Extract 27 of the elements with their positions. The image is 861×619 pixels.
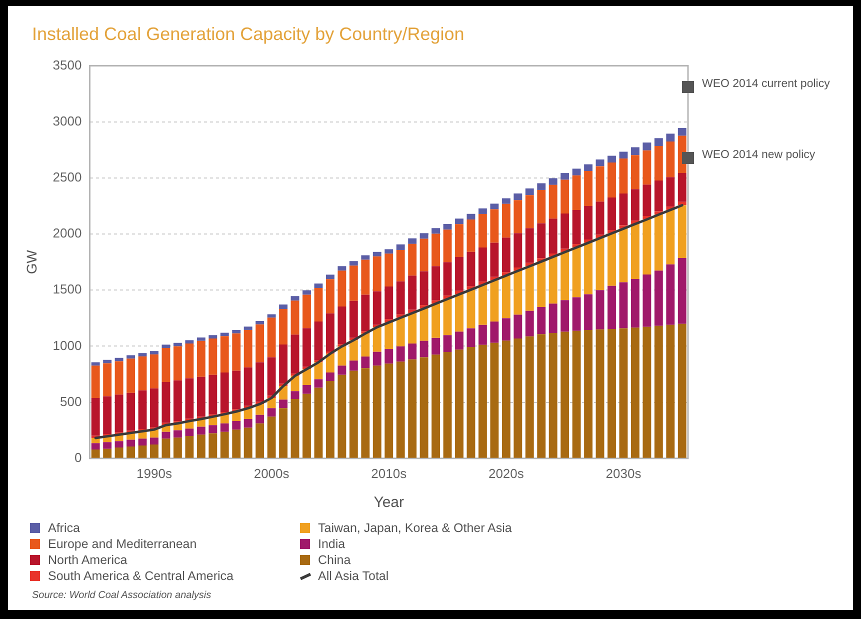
- y-tick-label: 3000: [52, 113, 82, 128]
- legend-label: Europe and Mediterranean: [48, 537, 197, 551]
- y-tick-label: 0: [74, 450, 82, 465]
- chart-title: Installed Coal Generation Capacity by Country/Region: [32, 24, 464, 45]
- x-tick-label: 1990s: [136, 466, 172, 481]
- x-tick-label: 2010s: [371, 466, 408, 481]
- y-tick-label: 500: [60, 394, 82, 409]
- legend-label: Africa: [48, 521, 80, 535]
- legend-label: All Asia Total: [318, 569, 389, 583]
- y-tick-label: 3500: [52, 57, 82, 72]
- y-tick-label: 2500: [52, 170, 82, 185]
- x-tick-label: 2020s: [488, 466, 524, 481]
- y-tick-label: 2000: [52, 226, 82, 241]
- text: WEO 2014 current policy: [702, 78, 830, 90]
- legend-label: South America & Central America: [48, 569, 234, 583]
- legend-label: Taiwan, Japan, Korea & Other Asia: [318, 521, 512, 535]
- source-note: Source: World Coal Association analysis: [32, 590, 212, 601]
- y-tick-label: 1000: [52, 338, 82, 353]
- y-tick-label: 1500: [52, 282, 82, 297]
- legend-label: India: [318, 537, 346, 551]
- legend-label: North America: [48, 553, 128, 567]
- x-tick-label: 2030s: [606, 466, 642, 481]
- x-tick-label: 2000s: [254, 466, 290, 481]
- x-axis-title: Year: [374, 494, 404, 512]
- legend-label: China: [318, 553, 351, 567]
- y-axis-title: GW: [23, 249, 40, 274]
- text: WEO 2014 new policy: [702, 149, 816, 161]
